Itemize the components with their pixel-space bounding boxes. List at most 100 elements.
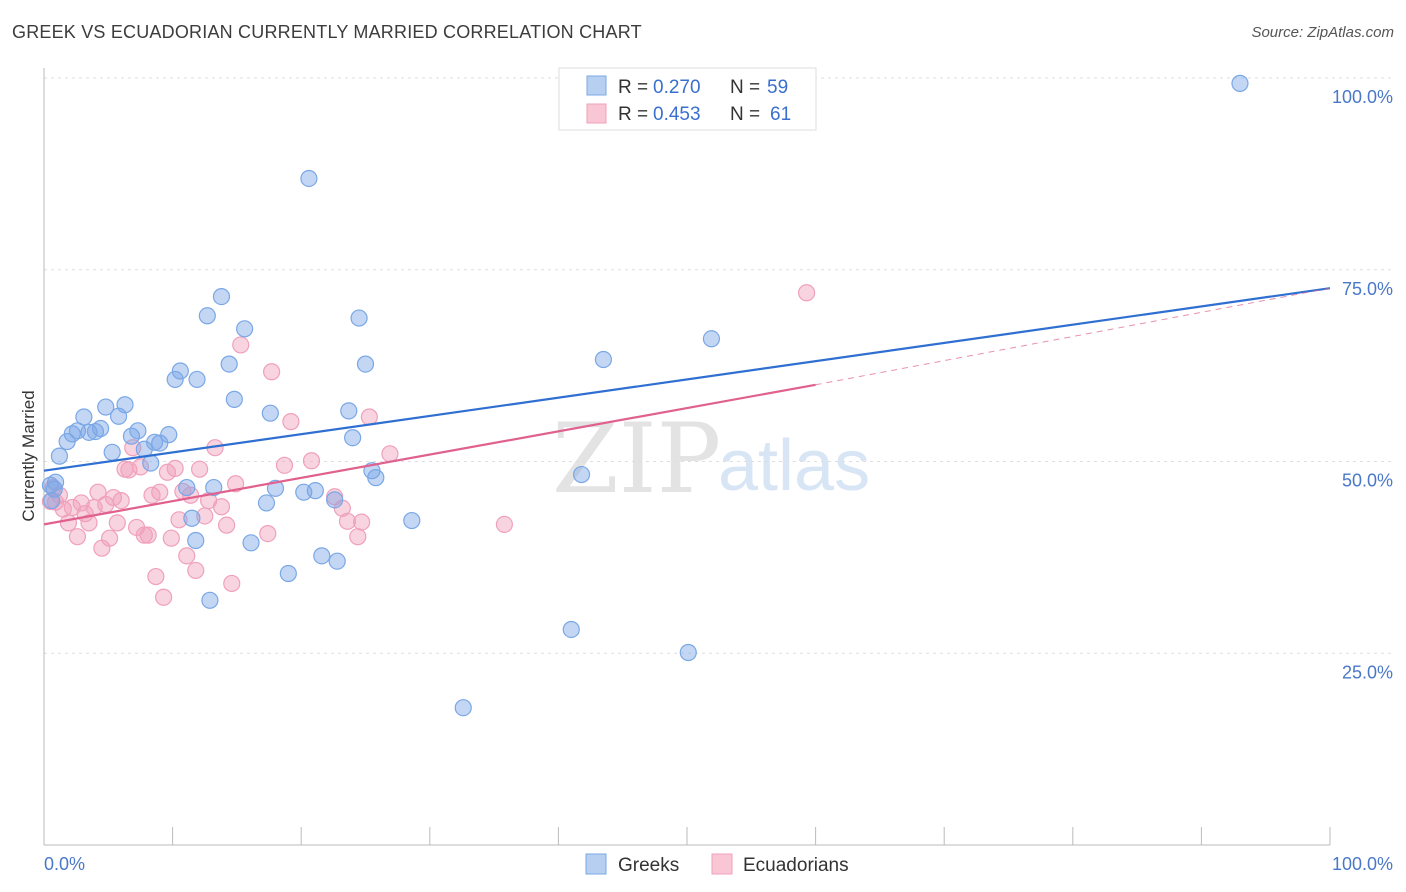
greeks-point [129, 422, 147, 440]
ecuadorians-point [112, 492, 130, 510]
greeks-point [198, 307, 216, 325]
source-label: Source: ZipAtlas.com [1251, 24, 1394, 41]
x-tick-label-min: 0.0% [44, 854, 85, 874]
ecuadorians-point [191, 460, 209, 478]
watermark-zip: ZIP [552, 403, 721, 515]
watermark-atlas: atlas [718, 426, 870, 506]
ecuadorians-point [302, 452, 321, 470]
ecuadorians-point [135, 526, 153, 544]
legend-r-label-greeks: R = [618, 77, 648, 98]
greeks-point [160, 426, 178, 444]
ecuadorians-trend-line [43, 383, 816, 526]
greeks-point [257, 494, 276, 512]
greeks-point [313, 547, 331, 565]
greeks-point [220, 355, 238, 373]
ecuadorians-point [495, 515, 513, 533]
greeks-point [50, 447, 69, 465]
greeks-point [212, 287, 231, 306]
ecuadorians-point [72, 494, 90, 512]
ecuadorians-point [349, 528, 367, 546]
greeks-point [1231, 74, 1249, 92]
legend-r-value-greeks: 0.270 [653, 77, 701, 98]
greeks-point [344, 429, 362, 447]
ecuadorians-point [178, 547, 196, 565]
greeks-point [328, 552, 346, 570]
y-tick-label: 25.0% [1342, 662, 1393, 682]
ecuadorians-point [227, 475, 245, 493]
ecuadorians-point [381, 445, 399, 463]
ecuadorians-point [59, 514, 78, 532]
greeks-point [205, 478, 223, 497]
legend: R = 0.270 N = 59 R = 0.453 N = 61 [558, 67, 817, 131]
legend-n-label-greeks: N = [730, 77, 760, 98]
legend-r-value-ecuadorians: 0.453 [653, 104, 701, 125]
legend-n-label-ecuadorians: N = [730, 104, 760, 125]
legend-swatch-greeks [586, 75, 607, 96]
bottom-legend-label-greeks: Greeks [618, 855, 679, 876]
y-tick-label: 75.0% [1342, 279, 1393, 299]
ecuadorians-point [158, 463, 177, 481]
ecuadorians-point [338, 512, 357, 530]
greeks-point [103, 443, 121, 461]
x-tick-label-max: 100.0% [1332, 854, 1393, 874]
greeks-point [350, 309, 368, 327]
greeks-point [562, 620, 580, 639]
greeks-point [188, 370, 206, 389]
greeks-point [201, 591, 219, 609]
ecuadorians-point [154, 588, 173, 606]
ecuadorians-point [232, 336, 250, 354]
ecuadorians-points [41, 284, 816, 606]
greeks-point [594, 350, 613, 369]
ecuadorians-point [353, 513, 371, 531]
greeks-point [279, 564, 297, 583]
ecuadorians-point [263, 363, 281, 381]
greeks-point [97, 398, 115, 416]
ecuadorians-point [275, 456, 294, 474]
y-tick-label: 50.0% [1342, 471, 1393, 491]
ecuadorians-trend-extension [815, 287, 1331, 386]
ecuadorians-point [223, 574, 241, 593]
ecuadorians-point [80, 514, 98, 532]
greeks-point [91, 419, 110, 438]
ecuadorians-point [797, 284, 816, 302]
y-tick-label: 100.0% [1332, 87, 1393, 107]
greeks-point [356, 355, 375, 373]
legend-swatch-ecuadorians [586, 103, 607, 124]
gridlines [44, 77, 1393, 654]
greeks-point [75, 408, 93, 426]
ecuadorians-point [218, 516, 236, 534]
greeks-point [242, 534, 260, 552]
greeks-point [306, 482, 324, 500]
ecuadorians-point [166, 459, 184, 478]
ecuadorians-point [131, 458, 150, 476]
greeks-point [187, 531, 205, 550]
greeks-point [183, 509, 201, 527]
greeks-point [340, 402, 358, 420]
greeks-point [171, 362, 189, 380]
legend-n-value-ecuadorians: 61 [770, 104, 791, 125]
ecuadorians-point [187, 561, 205, 580]
bottom-legend: Greeks Ecuadorians [585, 853, 849, 876]
greeks-point [63, 425, 81, 443]
greeks-point [86, 422, 105, 441]
y-tick-labels: 25.0% 50.0% 75.0% 100.0% [1332, 87, 1393, 682]
legend-n-value-greeks: 59 [767, 77, 788, 98]
chart-title: GREEK VS ECUADORIAN CURRENTLY MARRIED CO… [12, 22, 642, 42]
trend-lines [43, 287, 1331, 526]
greeks-point [367, 469, 385, 487]
ecuadorians-point [89, 483, 107, 501]
ecuadorians-point [212, 498, 231, 516]
greeks-point [403, 511, 421, 530]
greeks-point [145, 433, 164, 451]
bottom-legend-swatch-ecuadorians [711, 853, 733, 875]
greeks-point [236, 320, 254, 338]
greeks-point [261, 404, 279, 422]
greeks-point [702, 330, 721, 348]
ecuadorians-point [139, 526, 157, 544]
ecuadorians-point [100, 529, 119, 547]
ecuadorians-point [170, 511, 188, 529]
greeks-point [225, 390, 243, 408]
y-axis-label: Currently Married [19, 390, 38, 521]
ecuadorians-point [147, 567, 165, 586]
